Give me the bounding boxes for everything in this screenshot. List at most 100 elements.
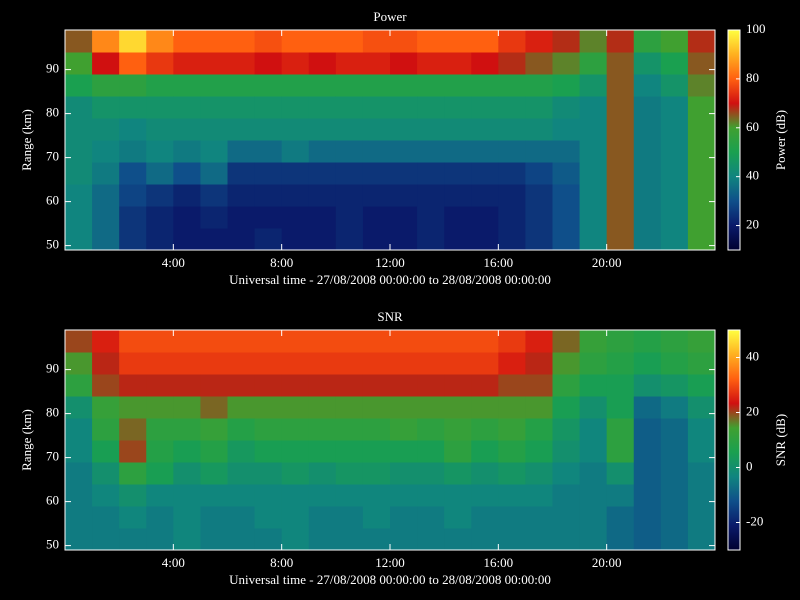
x-tick-label: 12:00 bbox=[375, 555, 405, 570]
heatmap-cell bbox=[444, 184, 472, 207]
heatmap-cell bbox=[606, 74, 635, 97]
heatmap-cell bbox=[308, 374, 337, 397]
heatmap-cell bbox=[335, 418, 364, 441]
heatmap-cell bbox=[579, 330, 608, 353]
heatmap-cell bbox=[687, 52, 716, 75]
heatmap-cell bbox=[362, 528, 391, 551]
heatmap-cell bbox=[660, 528, 689, 551]
heatmap-cell bbox=[687, 374, 716, 397]
heatmap-cell bbox=[579, 352, 608, 375]
heatmap-cell bbox=[119, 206, 147, 229]
heatmap-cell bbox=[173, 96, 201, 119]
heatmap-cell bbox=[65, 118, 93, 141]
heatmap-cell bbox=[498, 484, 526, 507]
heatmap-cell bbox=[92, 484, 120, 507]
heatmap-cell bbox=[579, 96, 608, 119]
heatmap-cell bbox=[525, 30, 553, 53]
heatmap-cell bbox=[173, 506, 201, 529]
heatmap-cell bbox=[606, 52, 635, 75]
heatmap-cell bbox=[525, 228, 553, 251]
heatmap-cell bbox=[552, 30, 581, 53]
heatmap-cell bbox=[390, 162, 418, 185]
heatmap-cell bbox=[660, 396, 689, 419]
heatmap-cell bbox=[362, 418, 391, 441]
heatmap-cell bbox=[660, 418, 689, 441]
colorbar-label: Power (dB) bbox=[773, 110, 788, 170]
x-tick-label: 16:00 bbox=[484, 255, 514, 270]
heatmap-cell bbox=[227, 162, 256, 185]
heatmap-cell bbox=[92, 418, 120, 441]
heatmap-cell bbox=[417, 96, 445, 119]
heatmap-cell bbox=[308, 484, 337, 507]
heatmap-cell bbox=[471, 96, 499, 119]
heatmap-cell bbox=[498, 206, 526, 229]
heatmap-cell bbox=[173, 462, 201, 485]
heatmap-cell bbox=[173, 30, 201, 53]
heatmap-cell bbox=[660, 52, 689, 75]
heatmap-cell bbox=[335, 162, 364, 185]
heatmap-cell bbox=[254, 184, 283, 207]
heatmap-cell bbox=[227, 330, 256, 353]
heatmap-cell bbox=[687, 396, 716, 419]
heatmap-cell bbox=[65, 374, 93, 397]
heatmap-cell bbox=[498, 396, 526, 419]
heatmap-cell bbox=[390, 374, 418, 397]
heatmap-cell bbox=[173, 352, 201, 375]
heatmap-cell bbox=[606, 484, 635, 507]
heatmap-cell bbox=[687, 140, 716, 163]
heatmap-cell bbox=[498, 118, 526, 141]
heatmap-cell bbox=[579, 396, 608, 419]
heatmap-cell bbox=[92, 396, 120, 419]
heatmap-cell bbox=[65, 96, 93, 119]
heatmap-cell bbox=[119, 140, 147, 163]
heatmap-cell bbox=[281, 74, 310, 97]
heatmap-cell bbox=[525, 484, 553, 507]
x-axis-label: Universal time - 27/08/2008 00:00:00 to … bbox=[229, 572, 551, 587]
heatmap-cell bbox=[390, 352, 418, 375]
heatmap-cell bbox=[281, 506, 310, 529]
heatmap-cell bbox=[335, 440, 364, 463]
heatmap-cell bbox=[552, 52, 581, 75]
heatmap-cell bbox=[335, 374, 364, 397]
heatmap-cell bbox=[660, 206, 689, 229]
heatmap-cell bbox=[254, 374, 283, 397]
heatmap-cell bbox=[660, 140, 689, 163]
heatmap-cell bbox=[335, 184, 364, 207]
heatmap-cell bbox=[525, 374, 553, 397]
heatmap-cell bbox=[254, 140, 283, 163]
heatmap-cell bbox=[281, 330, 310, 353]
heatmap-cell bbox=[552, 228, 581, 251]
heatmap-cell bbox=[146, 440, 174, 463]
colorbar bbox=[727, 29, 741, 251]
heatmap-cell bbox=[444, 396, 472, 419]
heatmap-cell bbox=[660, 462, 689, 485]
heatmap-cell bbox=[633, 52, 662, 75]
heatmap-cell bbox=[417, 418, 445, 441]
heatmap-cell bbox=[525, 206, 553, 229]
heatmap-cell bbox=[119, 374, 147, 397]
heatmap-cell bbox=[335, 528, 364, 551]
heatmap-cell bbox=[308, 352, 337, 375]
heatmap-cell bbox=[92, 374, 120, 397]
heatmap-cell bbox=[525, 74, 553, 97]
heatmap-cell bbox=[227, 184, 256, 207]
heatmap-cell bbox=[552, 528, 581, 551]
heatmap-cell bbox=[254, 330, 283, 353]
heatmap-cell bbox=[362, 484, 391, 507]
heatmap-cell bbox=[525, 506, 553, 529]
heatmap-cell bbox=[227, 206, 256, 229]
y-tick-label: 80 bbox=[46, 105, 59, 120]
heatmap-cell bbox=[362, 74, 391, 97]
heatmap-cell bbox=[92, 462, 120, 485]
heatmap-cell bbox=[146, 162, 174, 185]
heatmap-cell bbox=[254, 162, 283, 185]
x-tick-label: 20:00 bbox=[592, 555, 622, 570]
heatmap-cell bbox=[227, 352, 256, 375]
heatmap-cell bbox=[633, 330, 662, 353]
heatmap-cell bbox=[525, 462, 553, 485]
heatmap-cell bbox=[200, 228, 228, 251]
heatmap-cell bbox=[308, 506, 337, 529]
heatmap-cell bbox=[200, 74, 228, 97]
heatmap-cell bbox=[525, 52, 553, 75]
heatmap-cell bbox=[308, 52, 337, 75]
